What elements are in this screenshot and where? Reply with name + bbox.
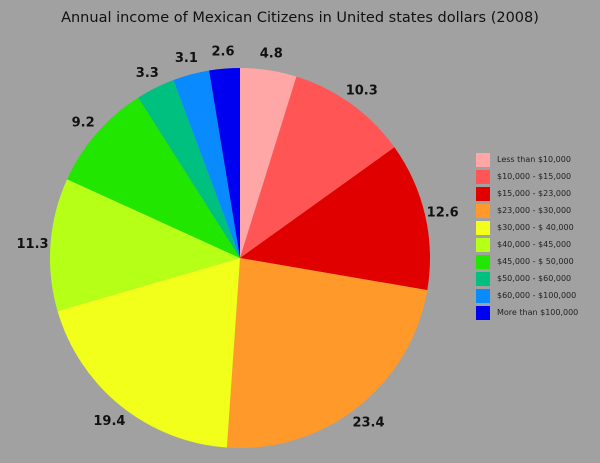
legend-label: $40,000 - $45,000: [497, 240, 572, 249]
pie-slice: [173, 70, 240, 259]
legend-label: $60,000 - $100,000: [497, 291, 577, 300]
legend-item: $10,000 - $15,000: [476, 168, 578, 185]
data-label: 9.2: [72, 115, 95, 130]
legend-swatch: [476, 152, 490, 167]
legend-label: $10,000 - $15,000: [497, 172, 572, 181]
data-label: 12.6: [427, 205, 459, 220]
data-label: 2.6: [212, 45, 235, 60]
data-label: 4.8: [260, 46, 283, 61]
legend-swatch: [476, 220, 490, 235]
legend-label: $23,000 - $30,000: [497, 206, 572, 215]
legend-label: Less than $10,000: [497, 155, 571, 164]
legend-item: $40,000 - $45,000: [476, 236, 578, 253]
pie-slice: [67, 97, 240, 258]
legend-label: $50,000 - $60,000: [497, 274, 572, 283]
legend-swatch: [476, 237, 490, 252]
pie-slice: [240, 147, 430, 291]
legend-swatch: [476, 203, 490, 218]
legend-label: More than $100,000: [497, 308, 579, 317]
legend: Less than $10,000 $10,000 - $15,000 $15,00…: [476, 151, 578, 321]
legend-item: More than $100,000: [476, 304, 578, 321]
data-label: 3.1: [175, 51, 198, 66]
legend-item: $30,000 - $ 40,000: [476, 219, 578, 236]
data-label: 19.4: [93, 414, 125, 429]
pie-slice: [226, 258, 428, 449]
legend-swatch: [476, 254, 490, 269]
legend-item: $23,000 - $30,000: [476, 202, 578, 219]
legend-item: $50,000 - $60,000: [476, 270, 578, 287]
pie-slice: [209, 68, 240, 258]
data-label: 11.3: [17, 237, 49, 252]
legend-swatch: [476, 305, 490, 320]
legend-item: $45,000 - $ 50,000: [476, 253, 578, 270]
pie-slice: [240, 76, 395, 258]
legend-swatch: [476, 169, 490, 184]
legend-item: Less than $10,000: [476, 151, 578, 168]
data-label: 3.3: [136, 66, 159, 81]
data-label: 23.4: [352, 416, 384, 431]
pie-slice: [50, 179, 241, 312]
legend-label: $30,000 - $ 40,000: [497, 223, 574, 232]
data-label: 10.3: [346, 83, 378, 98]
legend-item: $15,000 - $23,000: [476, 185, 578, 202]
legend-label: $45,000 - $ 50,000: [497, 257, 574, 266]
pie-slice: [57, 258, 240, 448]
chart-title: Annual income of Mexican Citizens in Uni…: [61, 10, 539, 26]
legend-swatch: [476, 288, 490, 303]
pie-slice: [138, 80, 240, 259]
pie-slice: [240, 68, 297, 258]
legend-label: $15,000 - $23,000: [497, 189, 572, 198]
legend-item: $60,000 - $100,000: [476, 287, 578, 304]
legend-swatch: [476, 186, 490, 201]
legend-swatch: [476, 271, 490, 286]
